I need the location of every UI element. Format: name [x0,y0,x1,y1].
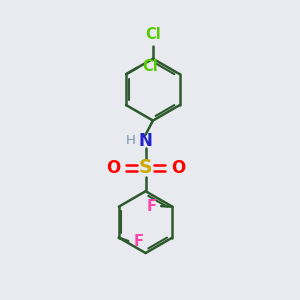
Text: F: F [146,199,156,214]
Text: O: O [106,159,120,177]
Text: F: F [134,234,143,249]
Text: H: H [125,134,135,147]
Text: Cl: Cl [145,27,161,42]
Text: Cl: Cl [143,59,158,74]
Text: O: O [171,159,185,177]
Text: S: S [139,158,152,177]
Text: N: N [139,132,152,150]
